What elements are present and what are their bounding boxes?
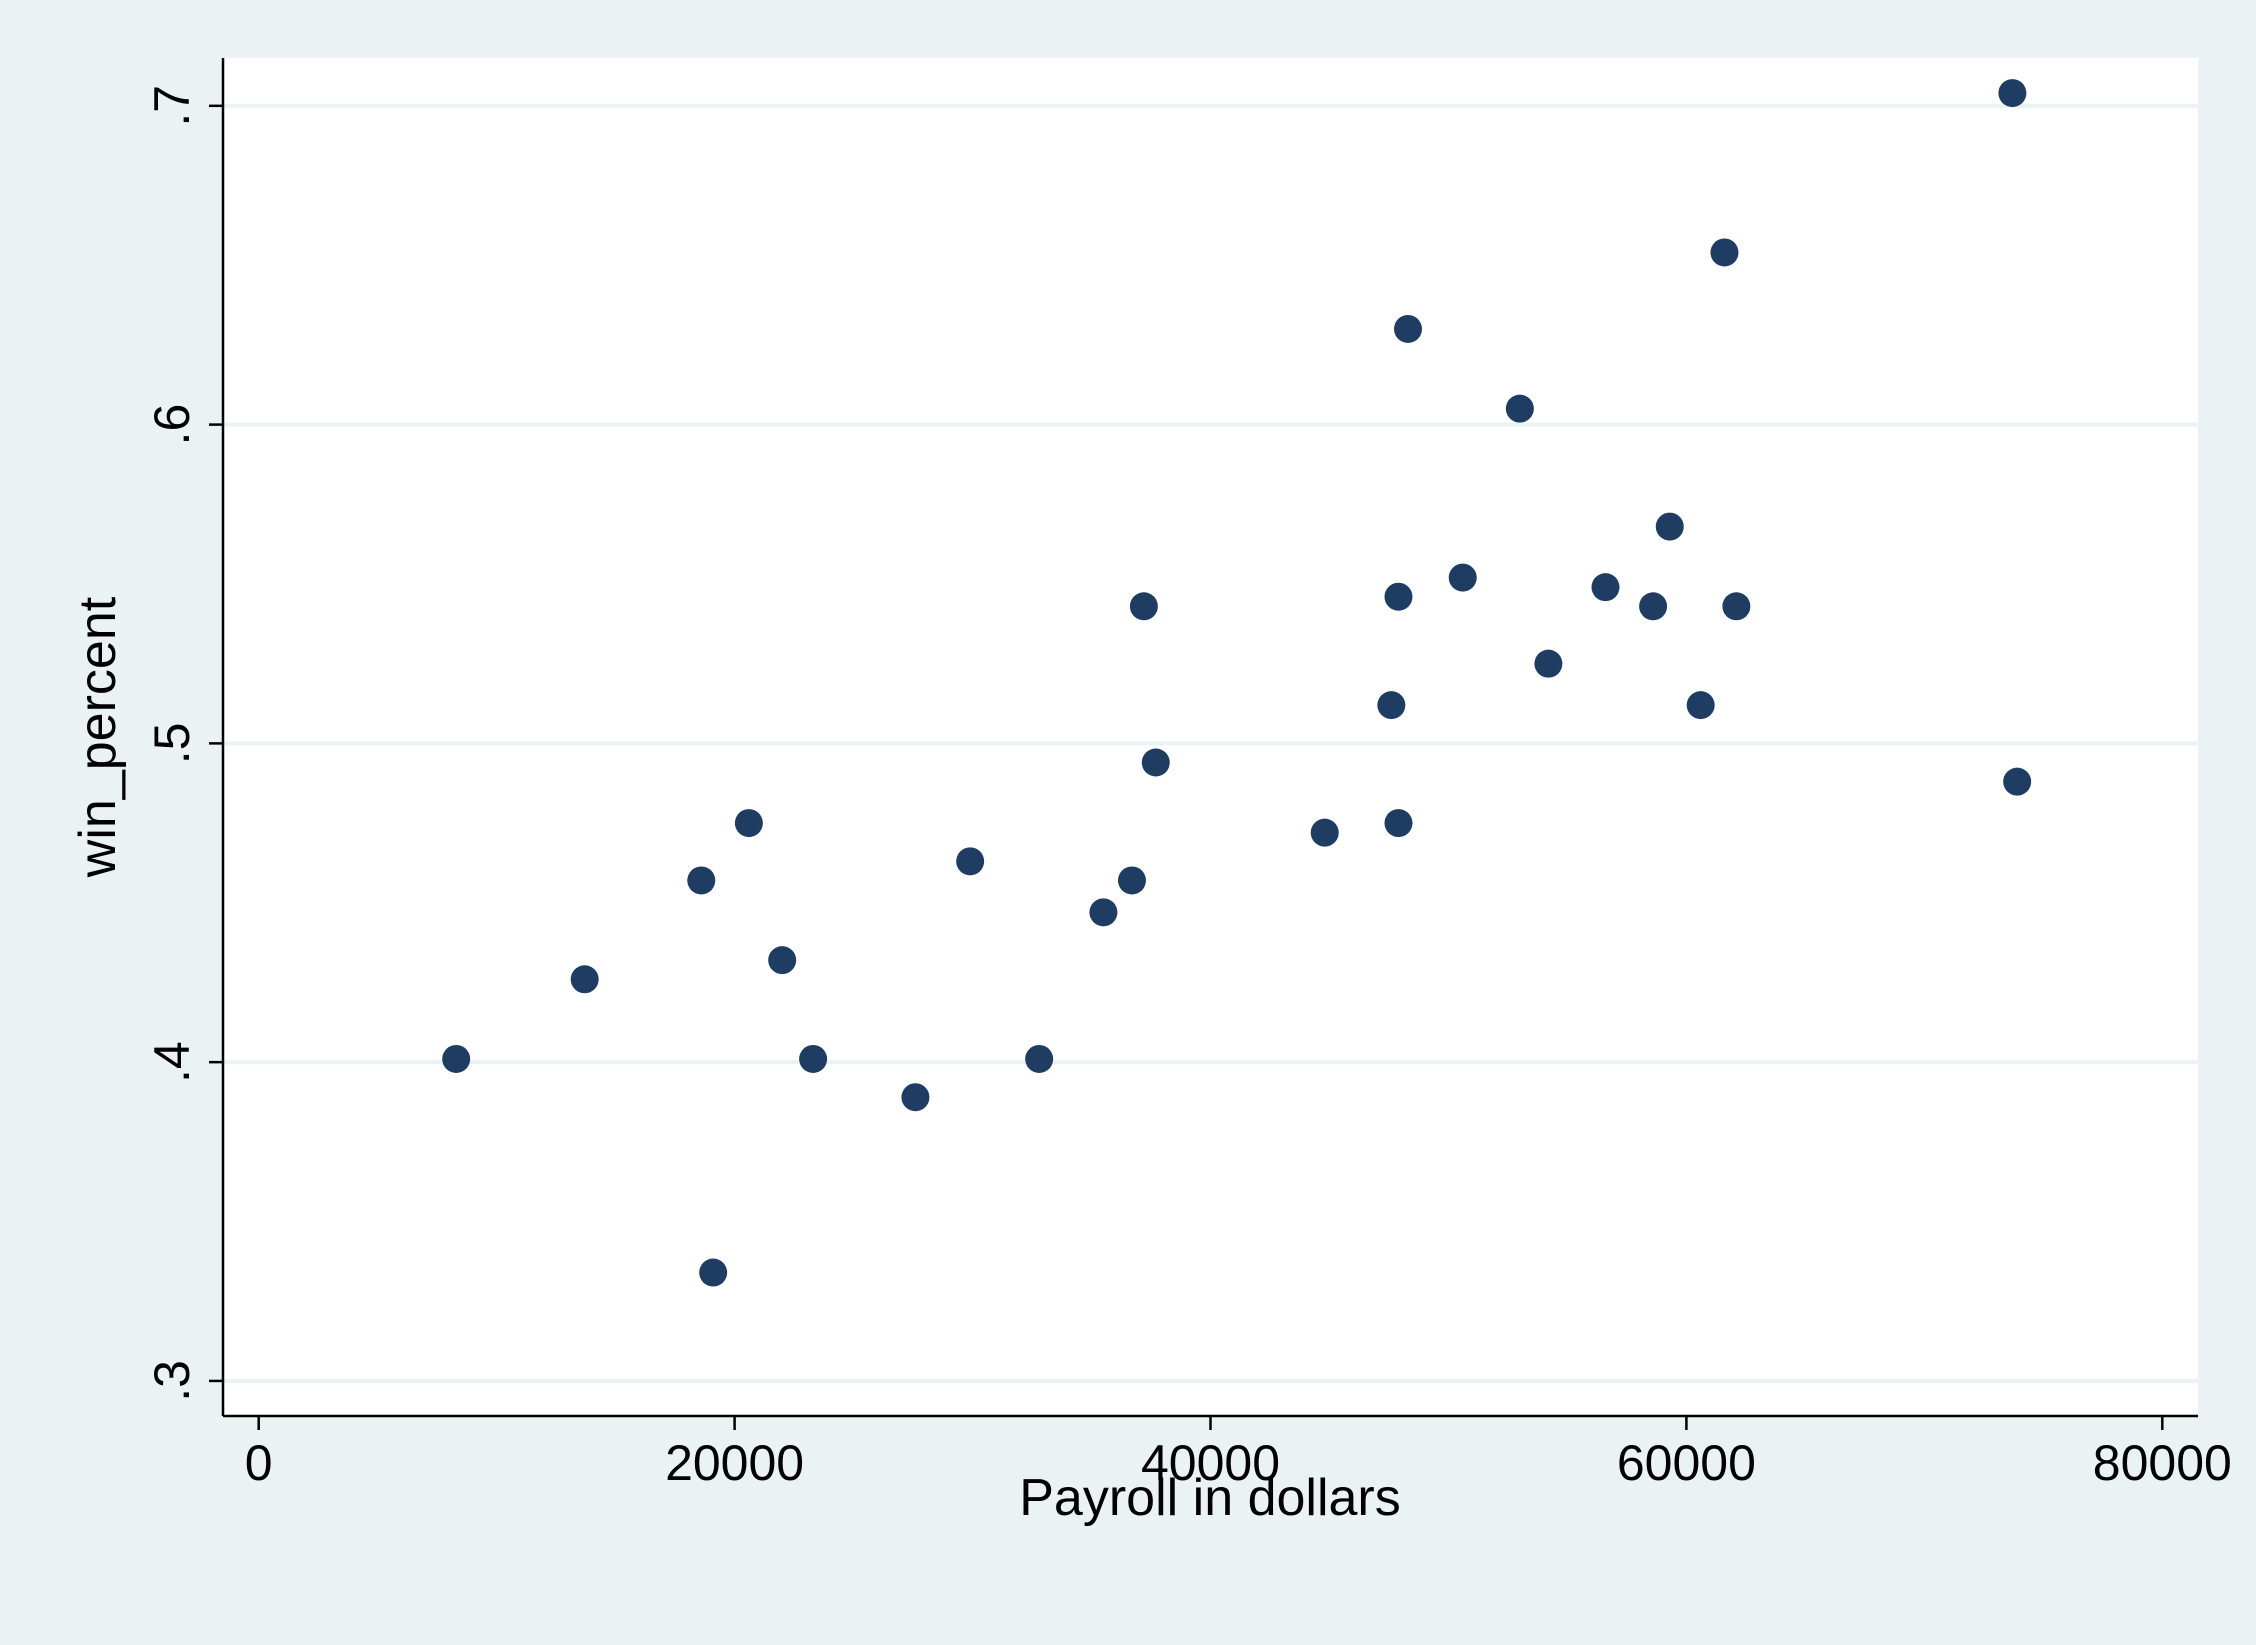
data-point [1591, 573, 1620, 602]
data-point [1394, 314, 1422, 343]
data-points [442, 79, 2032, 1287]
y-axis-ticks: .3 .4 .5 .6 .7 [144, 85, 223, 1402]
data-point [1534, 649, 1563, 678]
data-point [1639, 592, 1668, 621]
y-tick-label: .3 [144, 1360, 200, 1402]
data-point [768, 946, 797, 975]
data-point [1089, 898, 1118, 927]
x-tick-label: 20000 [665, 1435, 804, 1491]
data-point [2003, 767, 2032, 796]
y-tick-label: .4 [144, 1041, 200, 1083]
x-axis-label: Payroll in dollars [1019, 1469, 1401, 1527]
y-axis-label: win_percent [69, 596, 127, 878]
data-point [1141, 748, 1170, 777]
data-point [1655, 512, 1684, 541]
data-point [1384, 582, 1413, 611]
data-point [1025, 1044, 1054, 1073]
data-point [1686, 691, 1715, 720]
y-tick-label: .7 [144, 85, 200, 127]
data-point [1505, 394, 1534, 423]
data-point [734, 809, 763, 838]
data-point [1998, 79, 2027, 108]
data-point [799, 1044, 828, 1073]
x-tick-label: 60000 [1617, 1435, 1756, 1491]
data-point [1117, 866, 1146, 895]
data-point [1129, 592, 1158, 621]
x-tick-label: 80000 [2093, 1435, 2232, 1491]
x-tick-label: 40000 [1141, 1435, 1280, 1491]
gridlines [223, 103, 2198, 1383]
data-point [1384, 809, 1413, 838]
data-point [570, 965, 599, 994]
data-point [901, 1083, 930, 1112]
data-point [1448, 563, 1477, 592]
y-tick-label: .6 [144, 404, 200, 446]
data-point [699, 1258, 728, 1287]
data-point [956, 847, 985, 876]
data-point [1710, 238, 1739, 267]
data-point [1722, 592, 1751, 621]
data-point [687, 866, 716, 895]
data-point [442, 1044, 471, 1073]
data-point [1310, 818, 1339, 847]
y-tick-label: .5 [144, 723, 200, 765]
data-point [1377, 691, 1406, 720]
plot-area [223, 58, 2198, 1416]
x-axis-ticks: 0 20000 40000 60000 80000 [245, 1416, 2232, 1491]
x-tick-label: 0 [245, 1435, 273, 1491]
